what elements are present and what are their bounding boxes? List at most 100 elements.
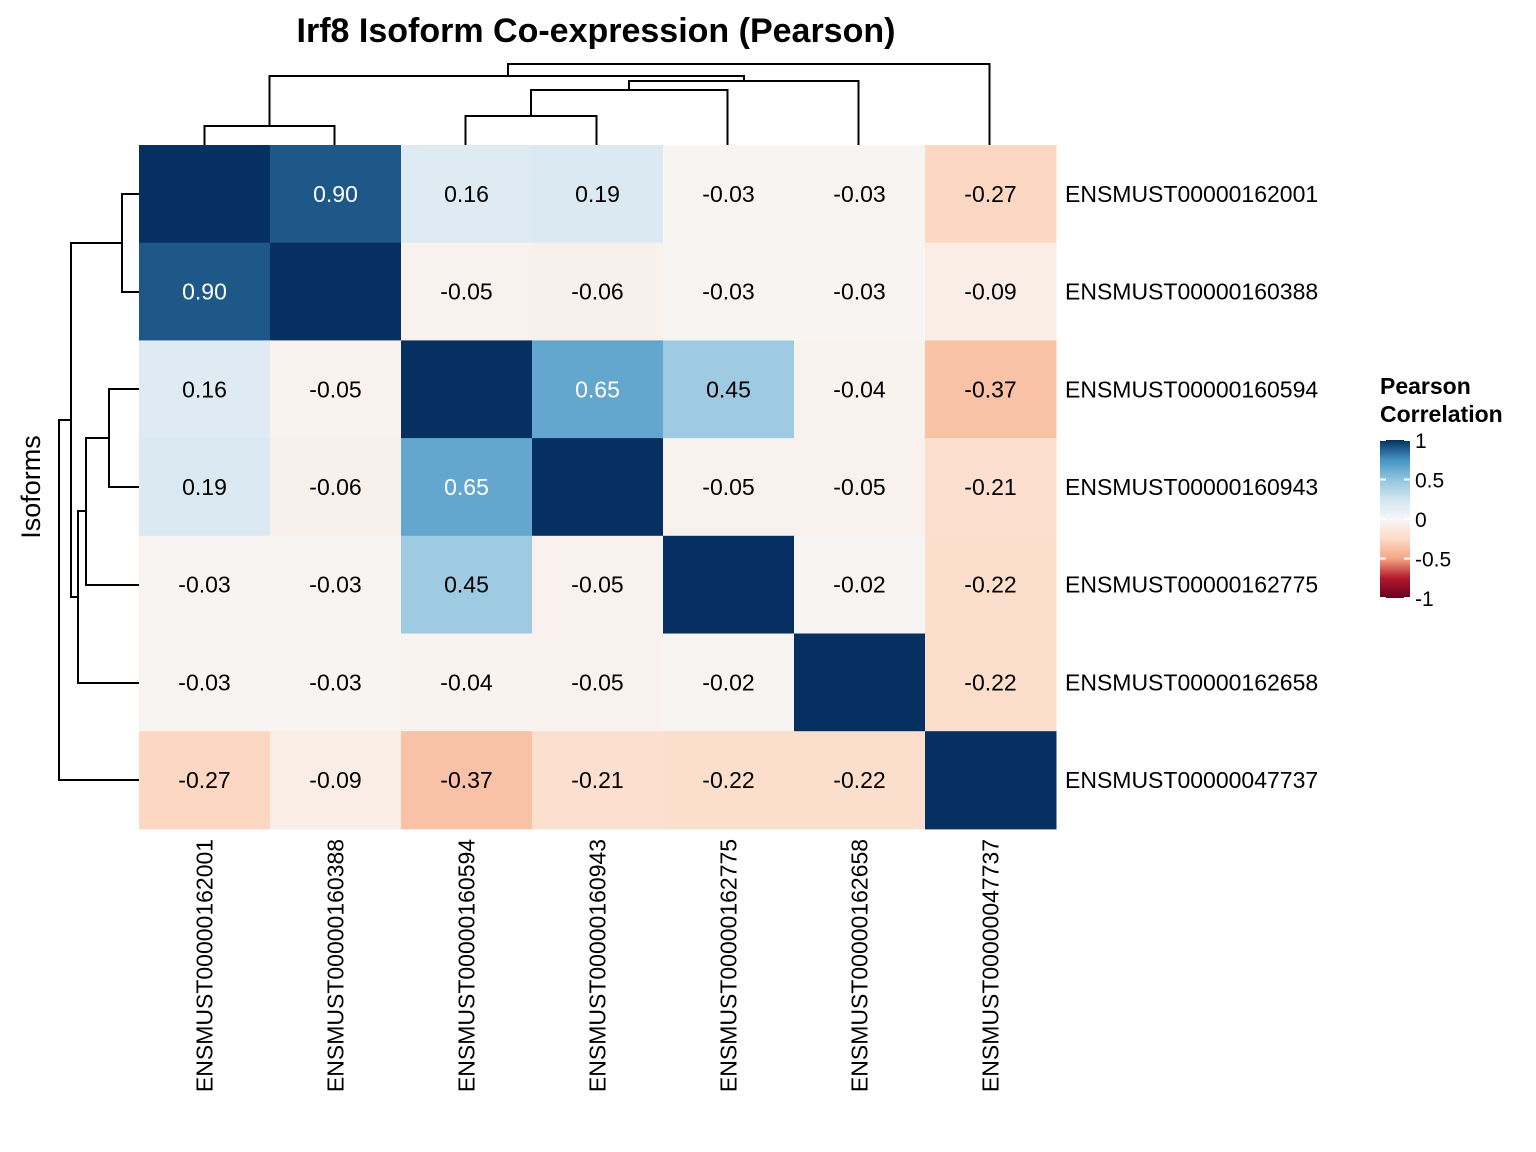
heatmap-cell	[532, 535, 664, 634]
column-label: ENSMUST00000162001	[192, 839, 218, 1092]
cell-value-label: -0.06	[571, 279, 623, 305]
column-label: ENSMUST00000162658	[847, 839, 873, 1092]
cell-value-label: 0.90	[182, 279, 227, 305]
heatmap-cell	[139, 535, 271, 634]
cell-value-label: 0.19	[182, 474, 227, 500]
heatmap-cell	[663, 438, 795, 537]
cell-value-label: -0.37	[964, 376, 1016, 402]
heatmap-cell	[139, 340, 271, 439]
row-label: ENSMUST00000160388	[1065, 279, 1318, 305]
heatmap-cell	[401, 731, 533, 830]
cell-value-label: -0.05	[571, 669, 623, 695]
cell-value-label: -0.05	[440, 279, 492, 305]
row-label: ENSMUST00000160594	[1065, 376, 1318, 402]
y-axis-label: Isoforms	[16, 435, 46, 539]
cell-value-label: -0.27	[178, 767, 230, 793]
row-label: ENSMUST00000162775	[1065, 572, 1318, 598]
heatmap-cell	[532, 242, 664, 341]
heatmap-cell	[663, 242, 795, 341]
legend-title-line-1: Pearson	[1380, 373, 1471, 399]
heatmap-cell	[532, 731, 664, 830]
heatmap-cell	[270, 242, 402, 341]
cell-value-label: -0.03	[178, 572, 230, 598]
row-label: ENSMUST00000162658	[1065, 669, 1318, 695]
heatmap-cell	[794, 242, 926, 341]
heatmap-cell	[139, 145, 271, 244]
heatmap-cell	[925, 731, 1057, 830]
cell-value-label: -0.02	[702, 669, 754, 695]
row-label: ENSMUST00000160943	[1065, 474, 1318, 500]
cell-value-label: -0.03	[833, 279, 885, 305]
heatmap-cell	[139, 438, 271, 537]
cell-value-label: -0.27	[964, 181, 1016, 207]
dendrogram-branch	[121, 193, 139, 293]
heatmap-cell	[663, 145, 795, 244]
cell-value-label: -0.09	[964, 279, 1016, 305]
heatmap-cell	[663, 731, 795, 830]
cell-value-label: -0.03	[309, 669, 361, 695]
heatmap-cell	[794, 438, 926, 537]
heatmap-cell	[532, 340, 664, 439]
cell-value-label: 0.16	[444, 181, 489, 207]
dendrogram-branch	[58, 419, 139, 781]
color-legend: Pearson Correlation 1 0.5 0 -0.5 -1	[1380, 373, 1503, 611]
cell-value-label: 0.45	[444, 572, 489, 598]
legend-ticks: 1 0.5 0 -0.5 -1	[1380, 430, 1451, 611]
column-label: ENSMUST00000162775	[716, 839, 742, 1092]
cell-value-label: -0.02	[833, 572, 885, 598]
legend-tick-label: 0.5	[1415, 470, 1444, 493]
cell-value-label: -0.05	[833, 474, 885, 500]
column-label: ENSMUST00000160943	[585, 839, 611, 1092]
column-dendrogram	[203, 63, 991, 145]
heatmap-cell	[925, 340, 1057, 439]
heatmap-cell	[270, 731, 402, 830]
dendrogram-branch	[85, 437, 139, 586]
cell-value-label: -0.22	[964, 669, 1016, 695]
cell-value-label: -0.05	[571, 572, 623, 598]
cell-value-label: -0.04	[833, 376, 886, 402]
cell-value-label: -0.03	[833, 181, 885, 207]
cell-value-label: -0.09	[309, 767, 361, 793]
heatmap-cell	[532, 145, 664, 244]
cell-value-label: 0.45	[706, 376, 751, 402]
heatmap-cell	[401, 438, 533, 537]
heatmap-cell	[532, 438, 664, 537]
heatmap-cell	[270, 633, 402, 732]
heatmap-cell	[794, 731, 926, 830]
cell-value-label: -0.22	[833, 767, 885, 793]
heatmap-cell	[401, 535, 533, 634]
column-label: ENSMUST00000047737	[978, 839, 1004, 1092]
heatmap-cell	[925, 633, 1057, 732]
heatmap-cell	[270, 145, 402, 244]
heatmap-cell	[794, 633, 926, 732]
cell-value-label: -0.03	[178, 669, 230, 695]
cell-value-label: 0.90	[313, 181, 358, 207]
row-labels: ENSMUST00000162001 ENSMUST00000160388 ENSM…	[1065, 181, 1318, 793]
cell-value-label: -0.37	[440, 767, 492, 793]
cell-value-label: -0.04	[440, 669, 493, 695]
heatmap-cell	[925, 242, 1057, 341]
legend-tick-label: -1	[1415, 588, 1434, 611]
cell-value-label: -0.05	[309, 376, 361, 402]
cell-value-label: -0.22	[964, 572, 1016, 598]
column-label: ENSMUST00000160388	[323, 839, 349, 1092]
cell-value-label: -0.22	[702, 767, 754, 793]
dendrogram-branch	[203, 125, 336, 145]
row-label: ENSMUST00000162001	[1065, 181, 1318, 207]
cell-value-label: 0.16	[182, 376, 227, 402]
heatmap-cell	[401, 145, 533, 244]
heatmap-cell	[401, 340, 533, 439]
legend-tick-label: -0.5	[1415, 549, 1451, 572]
heatmap-cell	[925, 438, 1057, 537]
heatmap-cell	[925, 145, 1057, 244]
heatmap-cells	[139, 145, 1057, 830]
legend-tick-label: 0	[1415, 509, 1427, 532]
row-dendrogram	[58, 193, 139, 781]
legend-title-line-2: Correlation	[1380, 401, 1503, 427]
heatmap-cell	[663, 535, 795, 634]
cell-value-label: -0.21	[964, 474, 1016, 500]
cell-value-label: 0.19	[575, 181, 620, 207]
heatmap-cell	[270, 535, 402, 634]
heatmap-cell	[270, 438, 402, 537]
